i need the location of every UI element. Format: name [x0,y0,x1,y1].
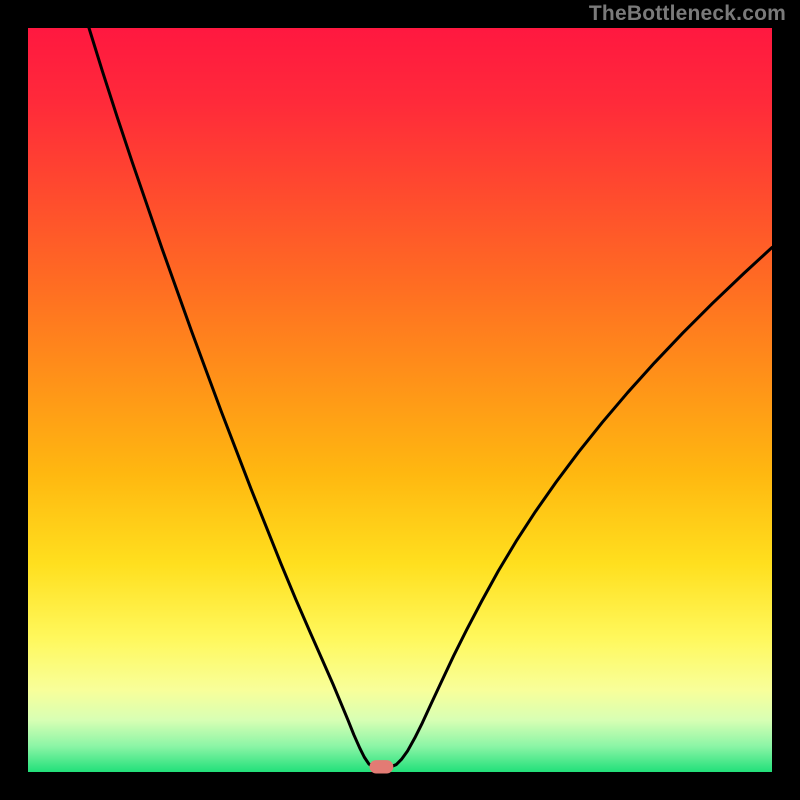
chart-gradient-background [28,28,772,772]
curve-minimum-marker [370,760,394,773]
bottleneck-curve-chart [0,0,800,800]
chart-container: TheBottleneck.com [0,0,800,800]
watermark-text: TheBottleneck.com [589,2,786,26]
